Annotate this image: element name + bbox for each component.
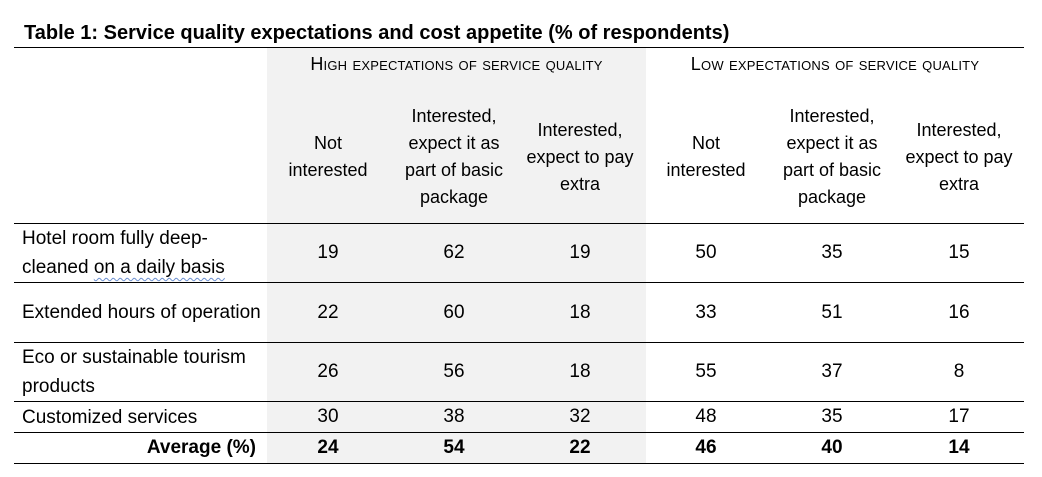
col-header-high-basic-package: Interested, expect it as part of basic p… — [398, 90, 510, 224]
col-header-low-pay-extra: Interested, expect to pay extra — [904, 90, 1014, 224]
value-cell: 33 — [695, 302, 717, 323]
value-cell: 55 — [695, 361, 717, 382]
value-cell: 30 — [317, 406, 339, 427]
bottom-rule — [14, 463, 1024, 464]
average-value-cell: 40 — [821, 437, 843, 458]
col-header-low-basic-package: Interested, expect it as part of basic p… — [776, 90, 888, 224]
row-label-deep-cleaned: Hotel room fully deep-cleaned on a daily… — [22, 224, 262, 282]
value-cell: 60 — [443, 302, 465, 323]
value-cell: 17 — [948, 406, 970, 427]
value-cell: 16 — [948, 302, 970, 323]
value-cell: 35 — [821, 406, 843, 427]
value-cell: 62 — [443, 242, 465, 263]
row-label-customized-services: Customized services — [22, 402, 262, 432]
value-cell: 51 — [821, 302, 843, 323]
group-header-high-label: High expectations of service quality — [310, 54, 603, 74]
group-header-low-label: Low expectations of service quality — [690, 54, 980, 74]
col-header-text: Not interested — [288, 133, 368, 180]
value-cell: 15 — [948, 242, 970, 263]
group-header-high: High expectations of service quality — [267, 50, 646, 78]
average-value-cell: 54 — [443, 437, 465, 458]
average-value-cell: 14 — [948, 437, 970, 458]
row-divider — [14, 342, 1024, 343]
title-rule — [14, 47, 1024, 48]
row-label-text: Hotel room fully deep-cleaned — [22, 228, 208, 278]
row-label-extended-hours: Extended hours of operation — [22, 283, 262, 342]
col-header-text: Interested, expect to pay extra — [526, 119, 634, 194]
value-cell: 38 — [443, 406, 465, 427]
col-header-text: Interested, expect it as part of basic p… — [404, 106, 504, 207]
value-cell: 18 — [569, 361, 591, 382]
value-cell: 22 — [317, 302, 339, 323]
col-header-text: Not interested — [666, 133, 746, 180]
group-header-low: Low expectations of service quality — [646, 50, 1024, 78]
col-header-text: Interested, expect it as part of basic p… — [782, 106, 882, 207]
value-cell: 35 — [821, 242, 843, 263]
row-label-text: Eco or sustainable tourism products — [22, 347, 246, 397]
value-cell: 50 — [695, 242, 717, 263]
average-row-label: Average (%) — [146, 437, 256, 458]
value-cell: 8 — [953, 361, 965, 382]
average-value-cell: 24 — [317, 437, 339, 458]
value-cell: 37 — [821, 361, 843, 382]
row-label-marked-text: on a daily basis — [93, 257, 225, 278]
row-label-text: Customized services — [22, 406, 198, 428]
high-expectations-shading — [267, 48, 646, 463]
row-divider — [14, 432, 1024, 433]
value-cell: 48 — [695, 406, 717, 427]
value-cell: 26 — [317, 361, 339, 382]
row-divider — [14, 282, 1024, 283]
col-header-text: Interested, expect to pay extra — [905, 119, 1013, 194]
col-header-low-not-interested: Not interested — [658, 90, 754, 224]
average-value-cell: 22 — [569, 437, 591, 458]
row-label-text: Extended hours of operation — [22, 302, 261, 323]
value-cell: 18 — [569, 302, 591, 323]
value-cell: 56 — [443, 361, 465, 382]
value-cell: 32 — [569, 406, 591, 427]
col-header-high-pay-extra: Interested, expect to pay extra — [526, 90, 634, 224]
row-divider — [14, 401, 1024, 402]
value-cell: 19 — [317, 242, 339, 263]
average-value-cell: 46 — [695, 437, 717, 458]
table-title: Table 1: Service quality expectations an… — [24, 22, 730, 44]
row-label-eco-products: Eco or sustainable tourism products — [22, 343, 262, 401]
value-cell: 19 — [569, 242, 591, 263]
col-header-high-not-interested: Not interested — [280, 90, 376, 224]
header-rule — [14, 223, 1024, 224]
